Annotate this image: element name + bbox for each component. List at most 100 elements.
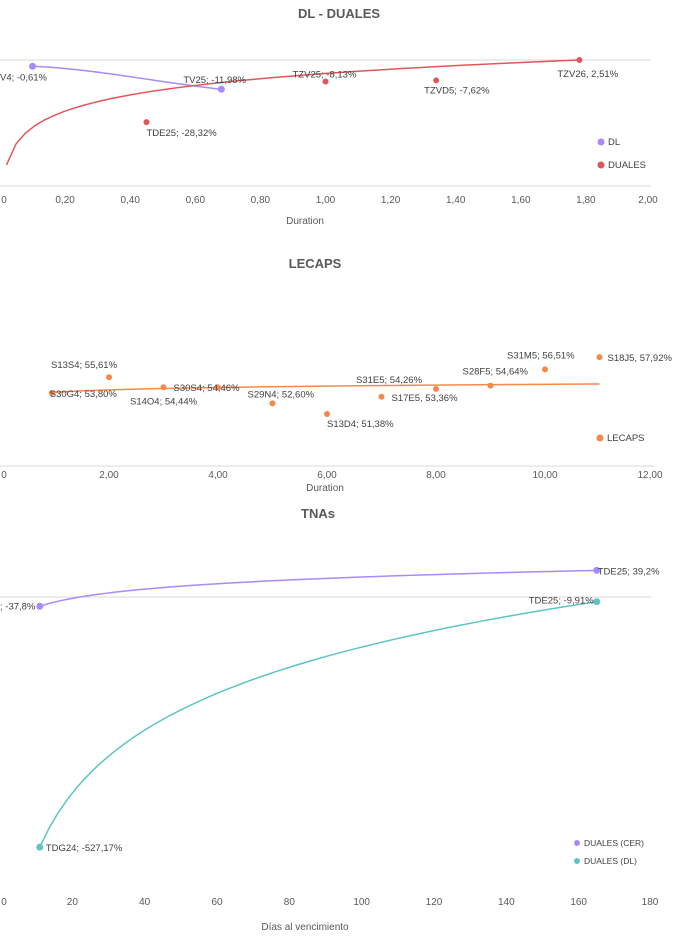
data-label: TV25; -11,98% xyxy=(183,75,246,86)
x-tick-label: 4,00 xyxy=(208,470,228,481)
chart-tnas: TNAs 0 20 40 60 80 100 120 140 160 180 ; -37,8% TD… xyxy=(0,506,660,933)
data-label: S31M5; 56,51% xyxy=(507,350,575,361)
trendline-lecaps xyxy=(51,383,600,394)
x-tick-labels: 0 20 40 60 80 100 120 140 160 180 xyxy=(1,897,659,908)
x-tick-label: 0,20 xyxy=(55,195,75,206)
data-label: S29N4; 52,60% xyxy=(248,389,315,400)
data-point-lecaps xyxy=(487,382,494,389)
data-point-dl xyxy=(217,85,225,93)
data-label: TZVD5; -7,62% xyxy=(424,85,490,96)
data-label: TDE25; -9,91% xyxy=(529,596,594,607)
x-tick-label: 0,80 xyxy=(251,195,271,206)
data-point-lecaps xyxy=(542,366,548,373)
trendline-duales xyxy=(5,59,580,166)
x-tick-label: 1,20 xyxy=(381,195,401,206)
legend-label-dl: DL xyxy=(608,137,620,148)
x-tick-label: 8,00 xyxy=(426,470,446,481)
data-label: TDG24; -527,17% xyxy=(46,843,123,854)
data-label: S13D4; 51,38% xyxy=(327,419,394,430)
data-point-duales xyxy=(433,77,440,84)
data-point-lecaps xyxy=(48,389,55,396)
data-point-lecaps xyxy=(596,354,603,361)
data-labels: ; -37,8% TDE25; 39,2% TDG24; -527,17% TDE25… xyxy=(0,566,660,854)
chart-title: DL - DUALES xyxy=(298,6,380,21)
x-tick-label: 1,40 xyxy=(446,195,466,206)
data-point-duales-dl xyxy=(36,843,44,851)
legend-label-duales-dl: DUALES (DL) xyxy=(584,856,637,866)
x-tick-label: 0 xyxy=(1,470,7,481)
x-tick-label: 1,80 xyxy=(576,195,596,206)
data-label: S18J5, 57,92% xyxy=(608,353,673,364)
data-label: ; -37,8% xyxy=(0,601,36,612)
legend-marker-duales xyxy=(597,161,605,169)
x-axis-label: Días al vencimiento xyxy=(261,922,349,933)
x-tick-label: 1,60 xyxy=(511,195,531,206)
data-point-lecaps xyxy=(215,384,221,391)
data-points xyxy=(48,354,603,417)
legend: DUALES (CER) DUALES (DL) xyxy=(574,838,644,866)
data-point-lecaps xyxy=(324,410,330,417)
x-tick-label: 160 xyxy=(570,897,587,908)
data-point-duales xyxy=(322,78,329,85)
trendline-dl xyxy=(32,65,222,90)
data-label: TZV26, 2,51% xyxy=(557,69,618,80)
data-points xyxy=(36,566,601,851)
legend-label-lecaps: LECAPS xyxy=(607,433,645,444)
data-point-lecaps xyxy=(160,384,167,391)
data-point-lecaps xyxy=(106,374,112,381)
data-label: S31E5; 54,26% xyxy=(356,375,423,386)
data-label: S28F5; 54,64% xyxy=(463,367,529,378)
chart-title: LECAPS xyxy=(289,256,342,271)
legend: LECAPS xyxy=(596,433,645,444)
chart-dl-duales: DL - DUALES 0 0,20 0,40 0,60 0,80 1,00 1,20 1,4… xyxy=(0,6,658,227)
x-tick-label: 6,00 xyxy=(317,470,337,481)
data-label: S17E5, 53,36% xyxy=(392,393,459,404)
legend-label-duales-cer: DUALES (CER) xyxy=(584,838,644,848)
data-labels: V4; -0,61% TV25; -11,98% TDE25; -28,32% TZV… xyxy=(0,69,619,139)
legend: DL DUALES xyxy=(597,137,646,171)
data-point-lecaps xyxy=(433,385,439,392)
data-label: V4; -0,61% xyxy=(0,72,48,83)
data-points xyxy=(29,57,583,126)
x-tick-label: 140 xyxy=(498,897,515,908)
data-point-duales xyxy=(143,119,150,126)
data-label: TZV25; -8,13% xyxy=(293,69,357,80)
data-point-duales-dl xyxy=(593,598,601,606)
x-tick-label: 2,00 xyxy=(99,470,119,481)
x-tick-label: 100 xyxy=(353,897,370,908)
x-tick-labels: 0 0,20 0,40 0,60 0,80 1,00 1,20 1,40 1,60 1,80 2,0… xyxy=(1,195,658,206)
data-labels: S30G4; 53,80% S13S4; 55,61% S30S4; 54,46% S… xyxy=(50,350,673,430)
data-point-duales-cer xyxy=(36,602,44,610)
x-tick-label: 10,00 xyxy=(532,470,557,481)
data-label: S13S4; 55,61% xyxy=(51,360,118,371)
x-tick-label: 20 xyxy=(67,897,79,908)
legend-marker-dl xyxy=(597,138,605,146)
x-axis-label: Duration xyxy=(286,216,324,227)
x-tick-labels: 0 2,00 4,00 6,00 8,00 10,00 12,00 xyxy=(1,470,663,481)
data-point-dl xyxy=(29,62,37,70)
x-tick-label: 0,40 xyxy=(120,195,140,206)
x-tick-label: 120 xyxy=(426,897,443,908)
data-label: TDE25; 39,2% xyxy=(598,566,660,577)
legend-marker-duales-cer xyxy=(574,840,580,846)
x-tick-label: 12,00 xyxy=(637,470,662,481)
data-point-lecaps xyxy=(269,400,276,407)
data-point-duales xyxy=(576,57,583,64)
data-label: S30G4; 53,80% xyxy=(50,389,118,400)
x-tick-label: 2,00 xyxy=(638,195,658,206)
legend-marker-duales-dl xyxy=(574,858,580,864)
x-tick-label: 180 xyxy=(642,897,659,908)
x-tick-label: 1,00 xyxy=(316,195,336,206)
x-tick-label: 40 xyxy=(139,897,151,908)
data-label: S14O4; 54,44% xyxy=(130,396,198,407)
chart-lecaps: LECAPS 0 2,00 4,00 6,00 8,00 10,00 12,00 S30G4… xyxy=(0,256,672,494)
data-point-duales-cer xyxy=(593,566,601,574)
x-axis-label: Duration xyxy=(306,483,344,494)
x-tick-label: 0,60 xyxy=(186,195,206,206)
x-tick-label: 0 xyxy=(1,897,7,908)
data-point-lecaps xyxy=(378,393,385,400)
legend-marker-lecaps xyxy=(596,434,604,442)
trendline-duales-cer xyxy=(39,569,597,607)
data-label: TDE25; -28,32% xyxy=(146,128,217,139)
